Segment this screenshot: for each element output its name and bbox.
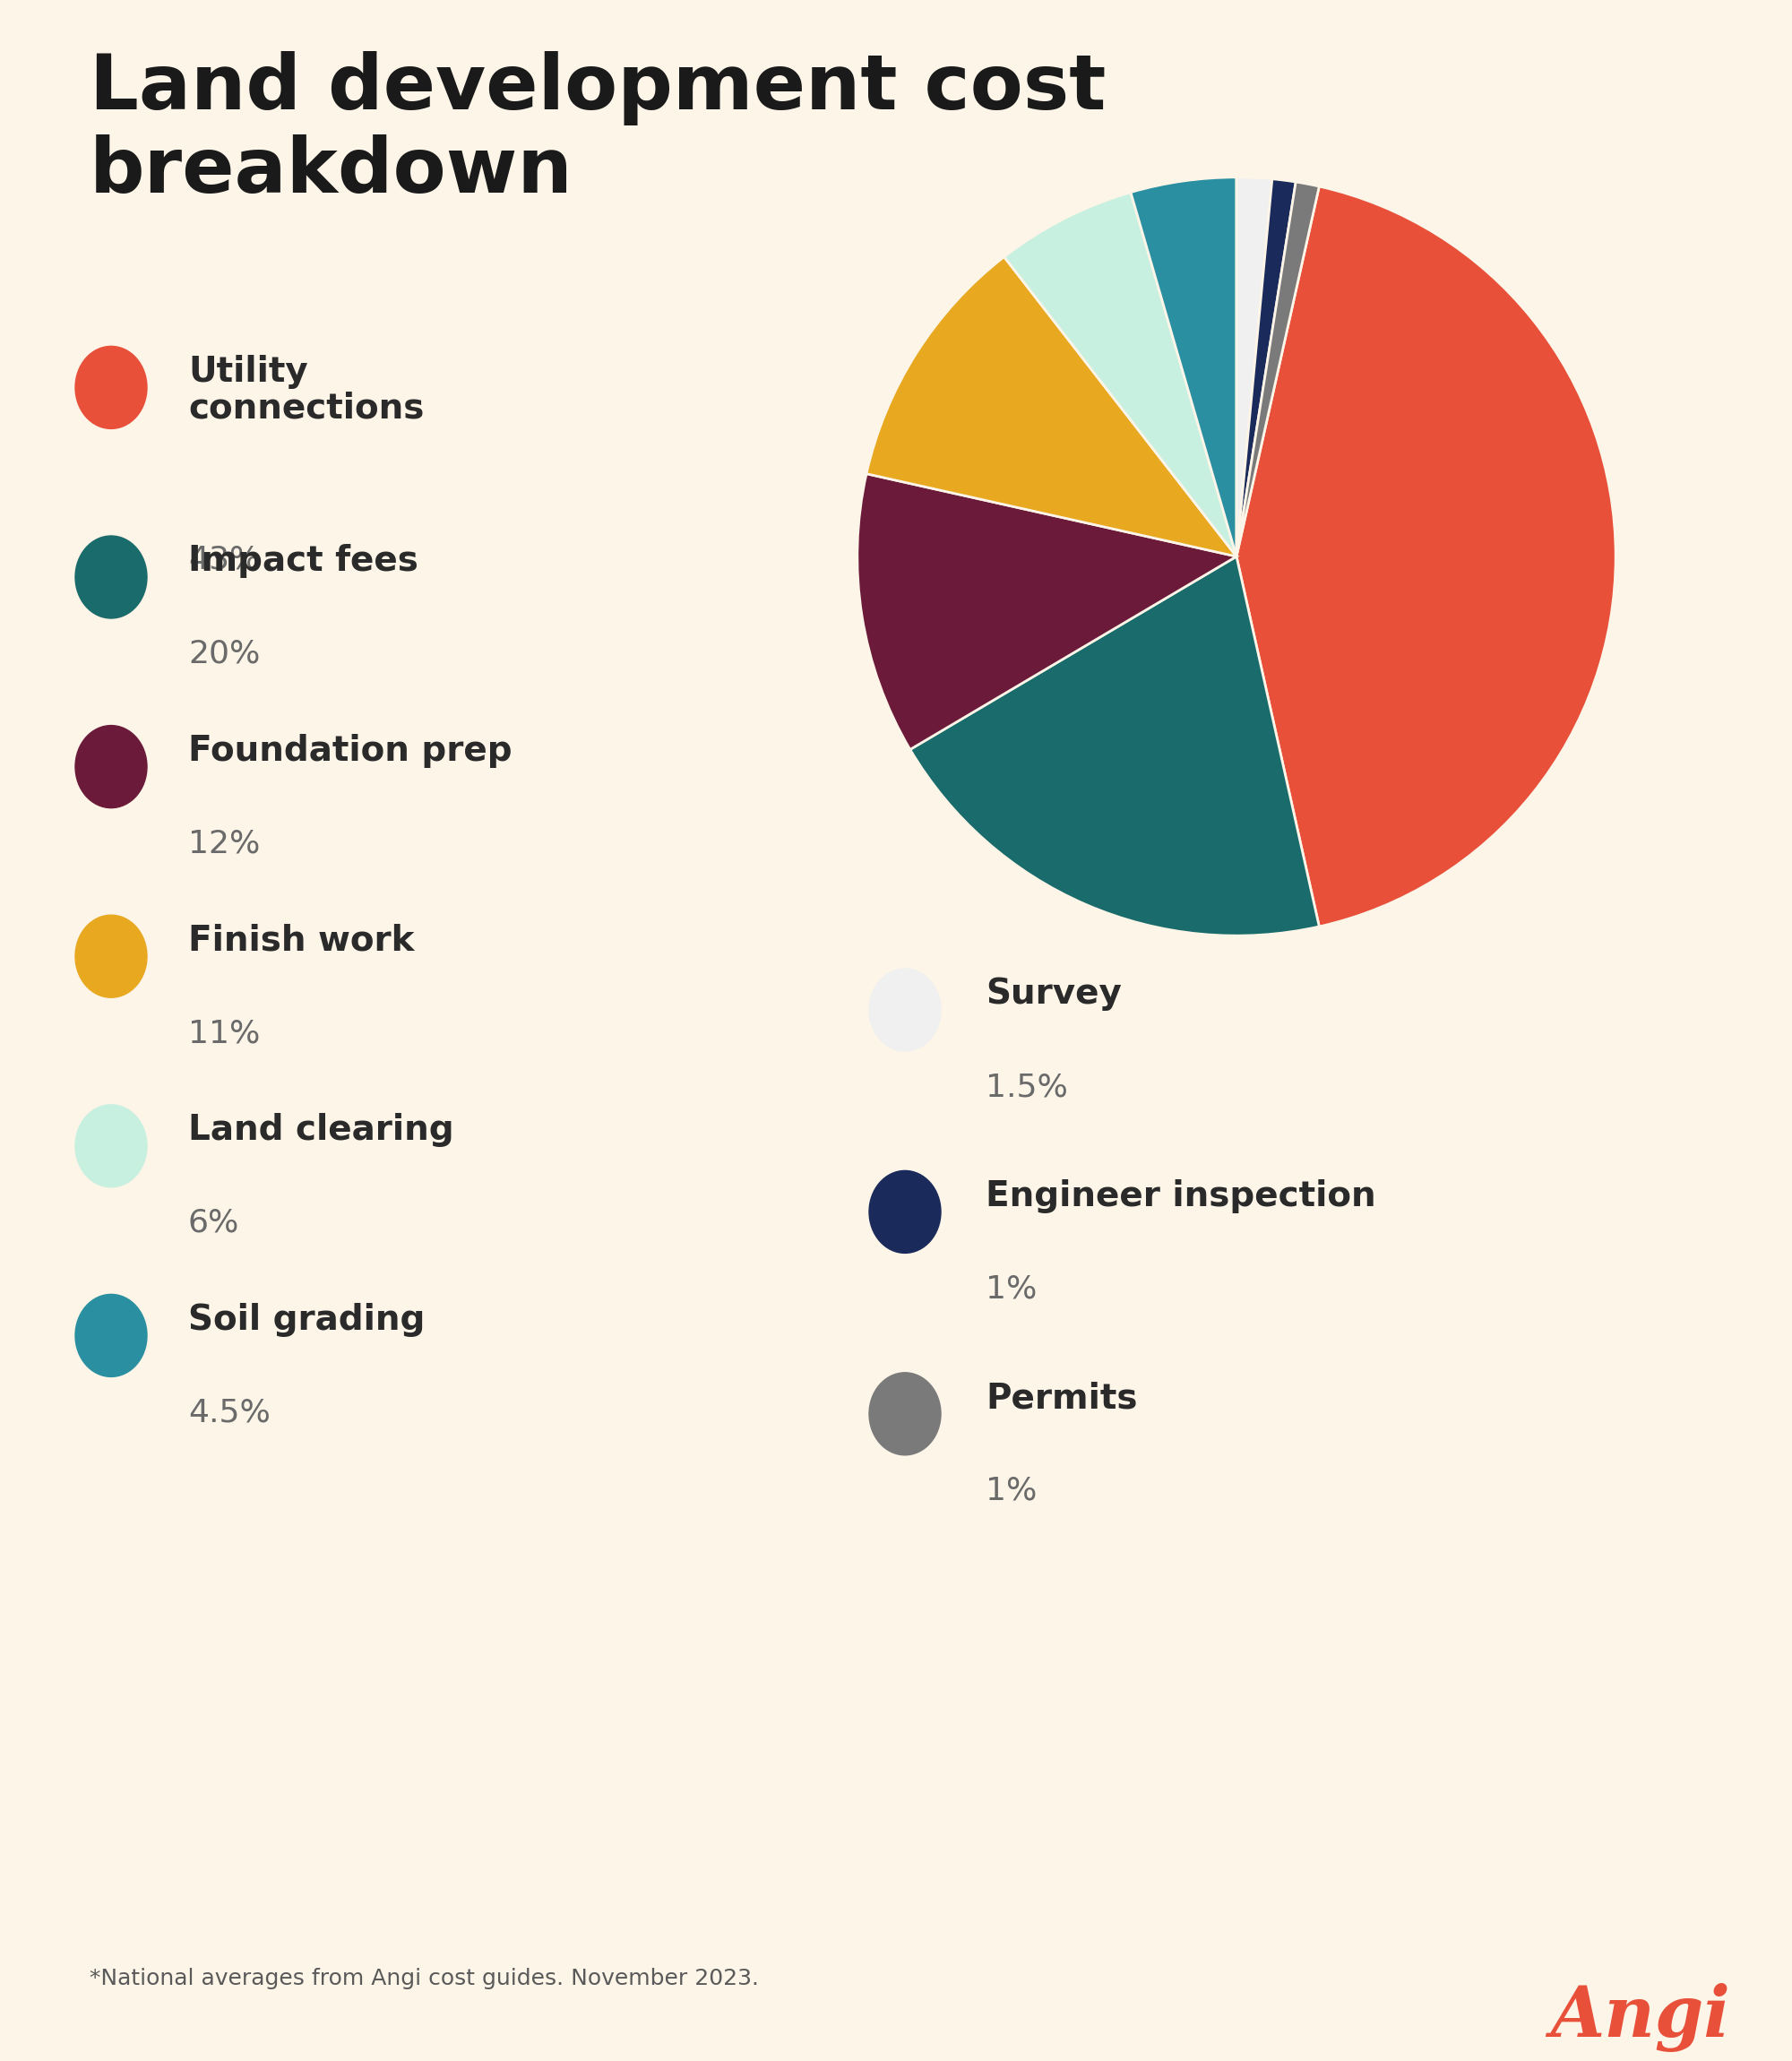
Text: 4.5%: 4.5% [188,1397,271,1428]
Text: *National averages from Angi cost guides. November 2023.: *National averages from Angi cost guides… [90,1968,760,1989]
Text: 6%: 6% [188,1208,240,1239]
Wedge shape [1236,179,1296,556]
Text: 20%: 20% [188,639,260,670]
Text: Engineer inspection: Engineer inspection [986,1179,1376,1214]
Wedge shape [857,474,1236,750]
Text: 12%: 12% [188,829,260,859]
Text: 11%: 11% [188,1018,260,1049]
Text: Land clearing: Land clearing [188,1113,453,1148]
Wedge shape [1236,185,1616,927]
Wedge shape [910,556,1319,936]
Text: Foundation prep: Foundation prep [188,734,513,769]
Text: 1%: 1% [986,1274,1038,1305]
Text: Angi: Angi [1550,1983,1729,2051]
Text: 43%: 43% [188,544,260,575]
Text: Survey: Survey [986,977,1122,1012]
Wedge shape [1131,177,1236,556]
Wedge shape [1236,181,1319,556]
Wedge shape [1004,192,1236,556]
Text: Utility
connections: Utility connections [188,354,425,425]
Text: 1.5%: 1.5% [986,1072,1068,1103]
Text: Soil grading: Soil grading [188,1303,425,1338]
Text: Impact fees: Impact fees [188,544,418,579]
Wedge shape [866,258,1236,556]
Text: Land development cost
breakdown: Land development cost breakdown [90,52,1106,208]
Wedge shape [1236,177,1272,556]
Text: Permits: Permits [986,1381,1138,1416]
Text: 1%: 1% [986,1476,1038,1507]
Text: Finish work: Finish work [188,923,414,958]
